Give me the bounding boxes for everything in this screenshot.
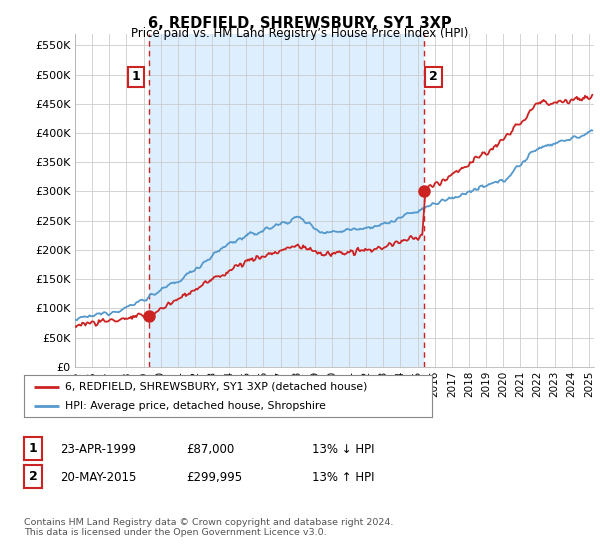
Text: 1: 1 (29, 442, 37, 455)
Text: 23-APR-1999: 23-APR-1999 (60, 443, 136, 456)
Text: 13% ↓ HPI: 13% ↓ HPI (312, 443, 374, 456)
Bar (149, 34, 424, 367)
Text: £87,000: £87,000 (186, 443, 234, 456)
Text: Contains HM Land Registry data © Crown copyright and database right 2024.
This d: Contains HM Land Registry data © Crown c… (24, 518, 394, 538)
Text: 6, REDFIELD, SHREWSBURY, SY1 3XP (detached house): 6, REDFIELD, SHREWSBURY, SY1 3XP (detach… (65, 381, 367, 391)
Text: 1: 1 (131, 71, 140, 83)
Text: 6, REDFIELD, SHREWSBURY, SY1 3XP: 6, REDFIELD, SHREWSBURY, SY1 3XP (148, 16, 452, 31)
Text: Price paid vs. HM Land Registry’s House Price Index (HPI): Price paid vs. HM Land Registry’s House … (131, 27, 469, 40)
Text: 13% ↑ HPI: 13% ↑ HPI (312, 471, 374, 484)
Text: £299,995: £299,995 (186, 471, 242, 484)
Text: 2: 2 (429, 71, 438, 83)
Text: 2: 2 (29, 470, 37, 483)
Text: 20-MAY-2015: 20-MAY-2015 (60, 471, 136, 484)
Text: HPI: Average price, detached house, Shropshire: HPI: Average price, detached house, Shro… (65, 401, 326, 411)
